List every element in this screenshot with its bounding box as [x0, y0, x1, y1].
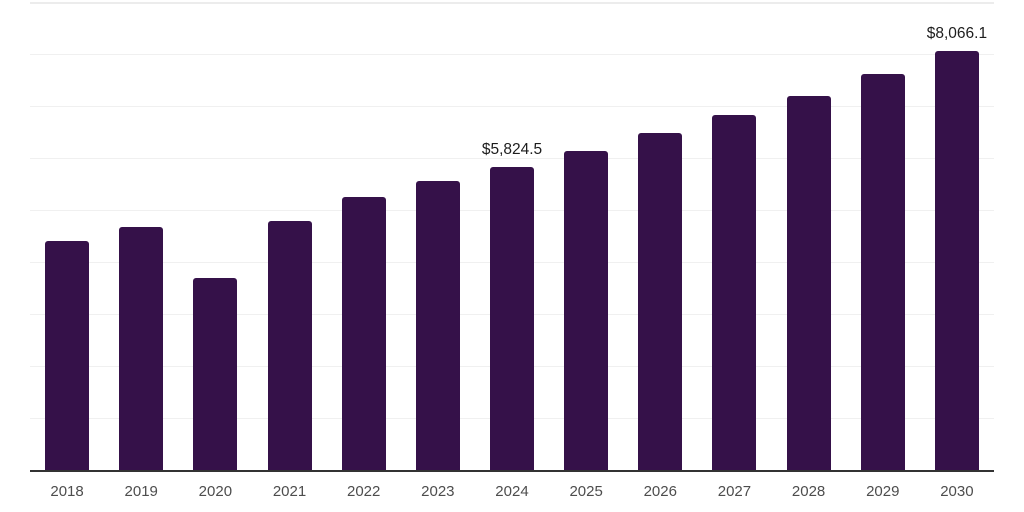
x-tick-2030: 2030	[940, 483, 974, 500]
x-tick-2020: 2020	[198, 483, 233, 500]
x-tick-2022: 2022	[346, 483, 381, 500]
data-label-2030: $8,066.1	[926, 24, 988, 42]
bar-2018	[45, 241, 90, 470]
x-tick-2028: 2028	[791, 483, 826, 500]
gridline	[30, 2, 994, 4]
bar-2029	[860, 74, 905, 470]
bar-2022	[341, 197, 386, 470]
x-tick-2023: 2023	[421, 483, 455, 500]
x-tick-2026: 2026	[643, 483, 677, 500]
bar-2020	[193, 278, 238, 470]
bar-2025	[564, 151, 609, 470]
gridline	[30, 54, 994, 55]
data-label-2024: $5,824.5	[481, 141, 543, 159]
bar-2021	[267, 220, 312, 470]
x-tick-2029: 2029	[866, 483, 900, 500]
x-axis-line	[30, 470, 994, 472]
bar-2023	[415, 180, 460, 470]
gridline	[30, 158, 994, 159]
gridline	[30, 106, 994, 107]
x-tick-2019: 2019	[124, 483, 158, 500]
x-tick-2018: 2018	[50, 483, 84, 500]
bar-2019	[119, 227, 164, 470]
x-tick-2021: 2021	[272, 483, 307, 500]
x-tick-2025: 2025	[569, 483, 603, 500]
bar-2024	[490, 167, 534, 470]
bar-2027	[712, 114, 757, 470]
x-tick-2024: 2024	[495, 483, 529, 500]
x-tick-2027: 2027	[717, 483, 752, 500]
bar-2026	[638, 133, 683, 470]
bar-2030	[934, 50, 979, 470]
bar-2028	[786, 96, 831, 470]
